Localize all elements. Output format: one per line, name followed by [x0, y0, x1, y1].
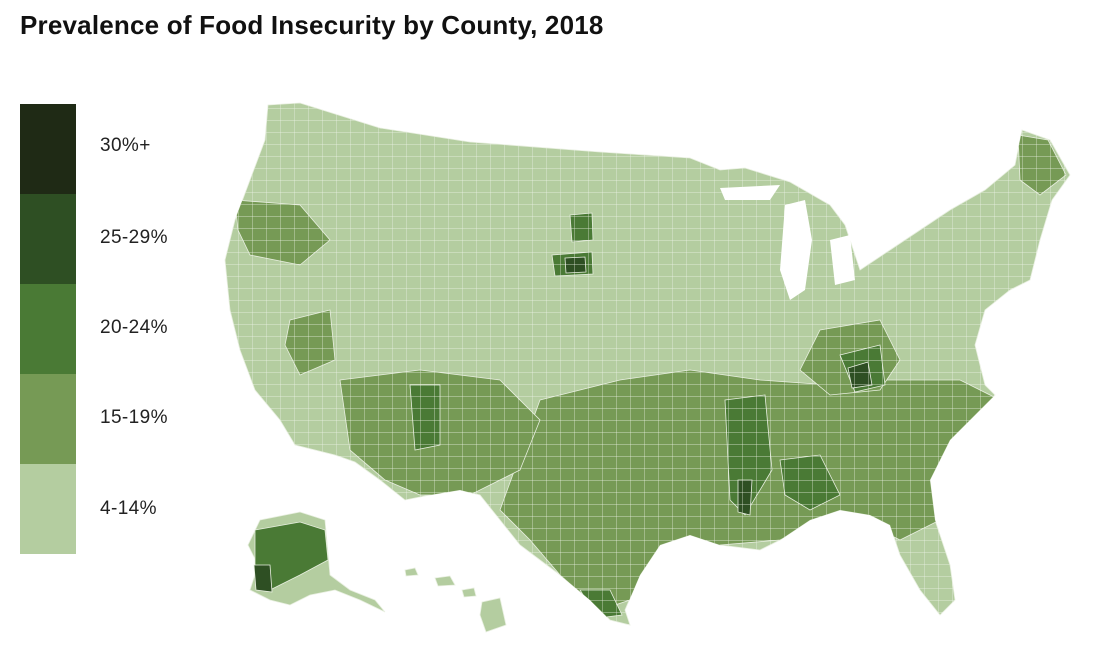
legend-swatch-30-plus: [20, 104, 76, 194]
legend-swatch-20-24: [20, 284, 76, 374]
hawaii-shape: [404, 567, 507, 633]
great-lakes: [720, 185, 855, 300]
legend-swatch-25-29: [20, 194, 76, 284]
legend-label-4-14: 4-14%: [100, 498, 157, 519]
legend: [20, 104, 76, 554]
page-title: Prevalence of Food Insecurity by County,…: [20, 10, 604, 40]
legend-label-30-plus: 30%+: [100, 135, 151, 156]
legend-swatch-4-14: [20, 464, 76, 554]
legend-label-15-19: 15-19%: [100, 407, 168, 428]
us-county-map: [224, 102, 1071, 633]
legend-swatch-15-19: [20, 374, 76, 464]
county-grid: [225, 103, 1070, 625]
alaska-southwest-25-29: [253, 564, 273, 593]
legend-label-25-29: 25-29%: [100, 227, 168, 248]
legend-label-20-24: 20-24%: [100, 317, 168, 338]
